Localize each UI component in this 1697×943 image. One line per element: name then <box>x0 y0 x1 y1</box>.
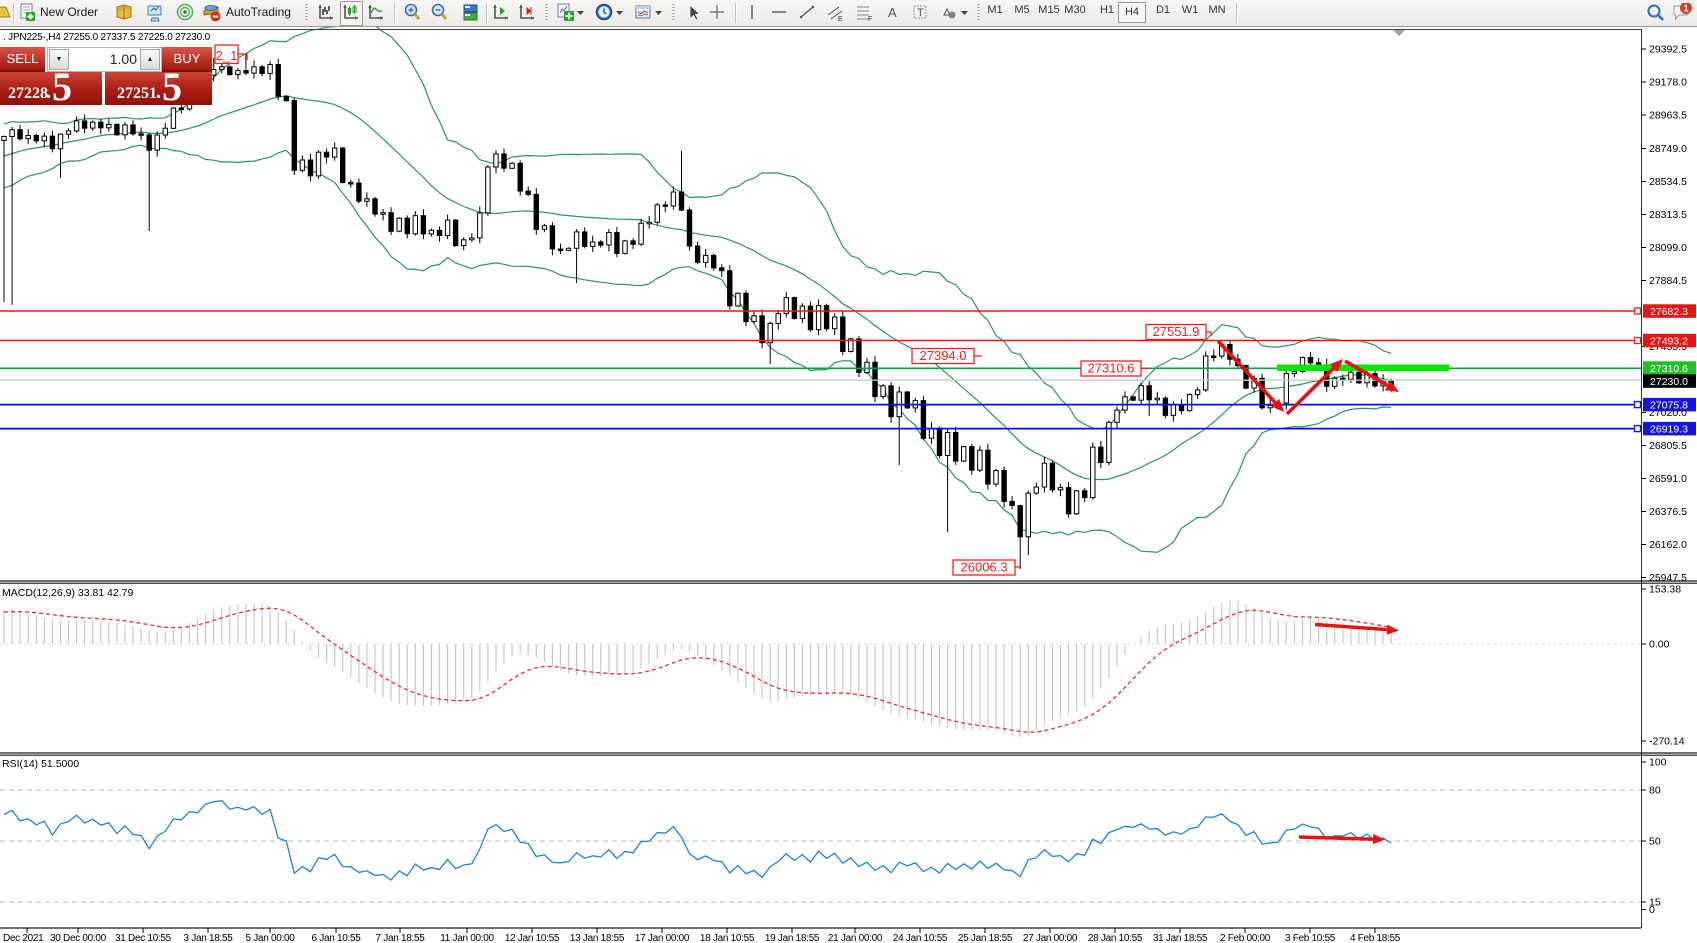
svg-text:0.00: 0.00 <box>1649 639 1670 651</box>
svg-text:28099.0: 28099.0 <box>1649 242 1687 254</box>
svg-text:3 Jan 18:55: 3 Jan 18:55 <box>184 933 234 943</box>
svg-text:27075.8: 27075.8 <box>1650 400 1688 412</box>
svg-text:27493.2: 27493.2 <box>1650 336 1688 348</box>
svg-text:2_1: 2_1 <box>216 48 238 63</box>
svg-text:11 Jan 00:00: 11 Jan 00:00 <box>440 933 494 943</box>
svg-text:26006.3: 26006.3 <box>961 560 1008 575</box>
svg-text:13 Jan 18:55: 13 Jan 18:55 <box>570 933 625 943</box>
svg-text:MACD(12,26,9) 33.81 42.79: MACD(12,26,9) 33.81 42.79 <box>2 587 133 599</box>
svg-text:. JPN225-,H4 27255.0 27337.5: . JPN225-,H4 27255.0 27337.5 27225.0 272… <box>3 32 211 43</box>
svg-text:80: 80 <box>1649 785 1661 797</box>
svg-text:27394.0: 27394.0 <box>920 348 967 363</box>
svg-text:-270.14: -270.14 <box>1649 736 1685 748</box>
svg-text:RSI(14) 51.5000: RSI(14) 51.5000 <box>2 758 79 770</box>
svg-text:28963.5: 28963.5 <box>1649 110 1687 122</box>
svg-text:28 Jan 10:55: 28 Jan 10:55 <box>1088 933 1143 943</box>
svg-text:25947.5: 25947.5 <box>1649 572 1687 584</box>
svg-text:28534.5: 28534.5 <box>1649 176 1687 188</box>
svg-text:24 Jan 10:55: 24 Jan 10:55 <box>893 933 948 943</box>
svg-text:2 Feb 00:00: 2 Feb 00:00 <box>1220 933 1271 943</box>
svg-text:12 Jan 10:55: 12 Jan 10:55 <box>505 933 560 943</box>
svg-text:19 Jan 18:55: 19 Jan 18:55 <box>765 933 820 943</box>
svg-text:0: 0 <box>1649 904 1655 916</box>
svg-text:153.38: 153.38 <box>1649 584 1681 596</box>
svg-text:21 Jan 00:00: 21 Jan 00:00 <box>828 933 883 943</box>
svg-text:6 Jan 10:55: 6 Jan 10:55 <box>312 933 362 943</box>
svg-text:28313.5: 28313.5 <box>1649 209 1687 221</box>
svg-text:4 Feb 18:55: 4 Feb 18:55 <box>1350 933 1401 943</box>
svg-text:27310.6: 27310.6 <box>1088 361 1135 376</box>
svg-text:30 Dec 00:00: 30 Dec 00:00 <box>50 933 107 943</box>
svg-text:27 Jan 00:00: 27 Jan 00:00 <box>1023 933 1078 943</box>
svg-text:27230.0: 27230.0 <box>1650 376 1688 388</box>
svg-text:50: 50 <box>1649 836 1661 848</box>
svg-text:F: F <box>868 16 872 23</box>
svg-text:26162.0: 26162.0 <box>1649 539 1687 551</box>
svg-text:31 Jan 18:55: 31 Jan 18:55 <box>1153 933 1208 943</box>
svg-text:26919.3: 26919.3 <box>1650 424 1688 436</box>
svg-text:1: 1 <box>1683 4 1689 15</box>
svg-text:26376.5: 26376.5 <box>1649 506 1687 518</box>
svg-text:A: A <box>888 5 897 20</box>
svg-text:25 Jan 18:55: 25 Jan 18:55 <box>958 933 1013 943</box>
svg-text:5 Jan 00:00: 5 Jan 00:00 <box>246 933 296 943</box>
svg-text:27884.5: 27884.5 <box>1649 275 1687 287</box>
svg-text:27551.9: 27551.9 <box>1153 324 1200 339</box>
svg-text:3 Feb 10:55: 3 Feb 10:55 <box>1285 933 1336 943</box>
svg-text:29392.5: 29392.5 <box>1649 44 1687 56</box>
svg-text:17 Jan 00:00: 17 Jan 00:00 <box>635 933 690 943</box>
svg-text:26591.0: 26591.0 <box>1649 473 1687 485</box>
svg-text:7 Jan 18:55: 7 Jan 18:55 <box>376 933 426 943</box>
svg-text:T: T <box>917 7 924 19</box>
svg-text:28749.0: 28749.0 <box>1649 143 1687 155</box>
svg-text:27682.3: 27682.3 <box>1650 306 1688 318</box>
svg-text:31 Dec 10:55: 31 Dec 10:55 <box>115 933 172 943</box>
svg-text:26805.5: 26805.5 <box>1649 440 1687 452</box>
svg-text:100: 100 <box>1649 757 1667 769</box>
svg-text:Dec 2021: Dec 2021 <box>3 933 44 943</box>
svg-text:E: E <box>838 16 843 23</box>
svg-text:27310.6: 27310.6 <box>1650 363 1688 375</box>
svg-text:29178.0: 29178.0 <box>1649 77 1687 89</box>
svg-text:18 Jan 10:55: 18 Jan 10:55 <box>700 933 755 943</box>
svg-text:15: 15 <box>1649 897 1661 909</box>
